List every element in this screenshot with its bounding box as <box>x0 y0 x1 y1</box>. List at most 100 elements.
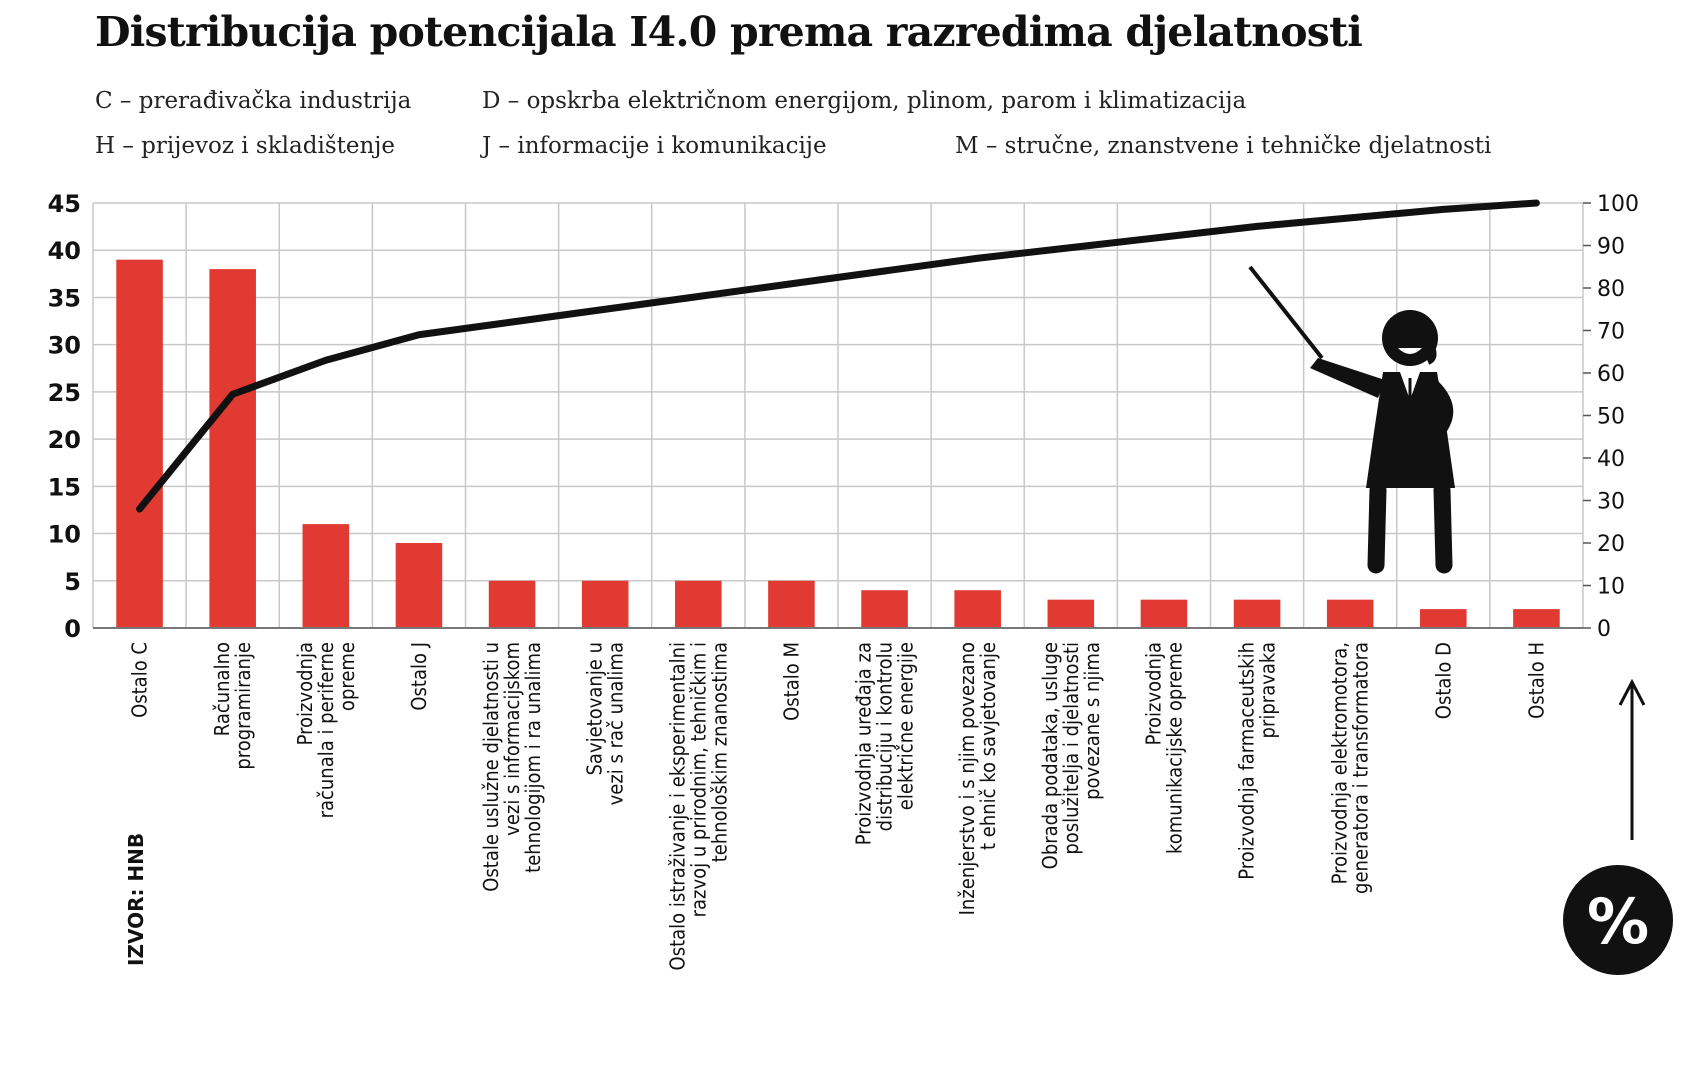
category-label: Ostalo istraživanje i eksperimentalniraz… <box>665 642 731 970</box>
category-label-line: Inženjerstvo i s njim povezano <box>955 642 979 915</box>
category-label: Ostalo M <box>779 642 803 721</box>
bar <box>395 543 443 628</box>
y-left-tick-label: 35 <box>48 284 81 312</box>
bar <box>768 580 815 628</box>
y-right-tick-label: 0 <box>1597 617 1611 642</box>
legend-item-c: C – prerađivačka industrija <box>95 88 412 114</box>
category-label: Ostalo D <box>1431 642 1455 719</box>
y-left-tick-label: 30 <box>48 332 81 360</box>
bar <box>1047 599 1095 628</box>
category-label: Proizvodnja elektromotora,generatora i t… <box>1328 642 1373 894</box>
axes: 0 5 10 15 20 25 30 35 40 45 0 10 20 30 40 50 60 70 80 90 100 <box>48 190 1639 643</box>
category-label: Ostalo H <box>1524 642 1548 719</box>
y-right-tick-label: 40 <box>1597 447 1625 472</box>
bar <box>1233 599 1281 628</box>
category-label-line: Proizvodnja <box>293 642 317 745</box>
woman-presenter-icon <box>1248 265 1455 574</box>
bar <box>581 580 629 628</box>
category-label-line: vezi s rač unalima <box>604 642 628 805</box>
category-label-line: razvoj u prirodnim, tehničkim i <box>686 642 710 917</box>
category-label-line: Ostalo J <box>407 642 431 711</box>
category-label-line: Ostalo C <box>128 642 152 718</box>
category-label-line: t ehnič ko savjetovanje <box>976 642 1000 850</box>
category-label-line: pripravaka <box>1256 642 1280 738</box>
category-label-line: Savjetovanje u <box>583 642 607 776</box>
category-label-line: Ostale uslužne djelatnosti u <box>479 642 503 892</box>
category-label-line: Računalno <box>210 642 234 736</box>
category-label-line: vezi s informacijskom <box>500 642 524 836</box>
bars <box>116 259 1560 628</box>
legend-item-h: H – prijevoz i skladištenje <box>95 133 396 159</box>
category-label-line: računala i periferne <box>314 642 338 818</box>
category-label-line: Ostalo istraživanje i eksperimentalni <box>665 642 689 970</box>
bar <box>1140 599 1188 628</box>
y-left-tick-label: 40 <box>48 237 81 265</box>
category-label-line: generatora i transformatora <box>1349 642 1373 894</box>
y-left-tick-label: 10 <box>48 521 81 549</box>
percent-symbol: % <box>1587 885 1649 958</box>
bar <box>861 590 908 628</box>
y-right-tick-label: 90 <box>1597 235 1625 260</box>
category-label-line: Obrada podataka, usluge <box>1038 642 1062 869</box>
category-label-line: Proizvodnja farmaceutskih <box>1235 642 1259 880</box>
category-label-line: opreme <box>335 642 359 711</box>
y-left-tick-label: 0 <box>64 615 81 643</box>
percent-badge <box>1563 865 1673 975</box>
category-label-line: tehnologijom i ra unalima <box>521 642 545 873</box>
up-arrow-icon <box>1618 678 1646 840</box>
category-label-line: tehnološkim znanostima <box>707 642 731 862</box>
y-right-tick-label: 50 <box>1597 405 1625 430</box>
category-label-line: Proizvodnja elektromotora, <box>1328 642 1352 884</box>
bar <box>116 259 163 628</box>
category-label-line: komunikacijske opreme <box>1162 642 1186 854</box>
category-label: Ostalo C <box>128 642 152 718</box>
bar <box>1420 609 1467 628</box>
y-right-tick-label: 100 <box>1597 192 1639 217</box>
category-label-line: Ostalo D <box>1431 642 1455 719</box>
bar <box>1513 609 1560 628</box>
bar <box>954 590 1001 628</box>
category-label-line: Ostalo M <box>779 642 803 721</box>
cumulative-line-path <box>136 199 1540 513</box>
y-right-tick-label: 60 <box>1597 362 1625 387</box>
category-label: Ostalo J <box>407 642 431 711</box>
y-right-tick-label: 10 <box>1597 575 1625 600</box>
category-label-line: programiranje <box>231 642 255 770</box>
y-right-tick-label: 70 <box>1597 320 1625 345</box>
y-left-tick-label: 45 <box>48 190 81 218</box>
category-label-line: Proizvodnja <box>1141 642 1165 745</box>
category-label-line: povezane s njima <box>1080 642 1104 800</box>
y-right-tick-label: 20 <box>1597 532 1625 557</box>
y-left-tick-label: 15 <box>48 473 81 501</box>
y-left-tick-label: 25 <box>48 379 81 407</box>
chart-title: Distribucija potencijala I4.0 prema razr… <box>95 8 1363 56</box>
y-left-tick-label: 20 <box>48 426 81 454</box>
category-label-line: električne energije <box>894 642 918 810</box>
legend-item-d: D – opskrba električnom energijom, plino… <box>482 88 1247 114</box>
source-note: IZVOR: HNB <box>124 833 148 966</box>
legend-item-j: J – informacije i komunikacije <box>482 133 827 159</box>
legend-item-m: M – stručne, znanstvene i tehničke djela… <box>955 133 1492 159</box>
y-left-tick-label: 5 <box>64 568 81 596</box>
bar <box>1326 599 1374 628</box>
bar <box>675 580 722 628</box>
bar <box>302 524 350 628</box>
category-label-line: poslužitelja i djelatnosti <box>1059 642 1083 855</box>
bar <box>209 269 256 628</box>
category-label-line: Ostalo H <box>1524 642 1548 719</box>
bar <box>488 580 536 628</box>
y-right-tick-label: 30 <box>1597 490 1625 515</box>
cumulative-line <box>136 199 1540 513</box>
category-label-line: distribuciju i kontrolu <box>873 642 897 831</box>
category-label-line: Proizvodnja uređaja za <box>852 642 876 845</box>
